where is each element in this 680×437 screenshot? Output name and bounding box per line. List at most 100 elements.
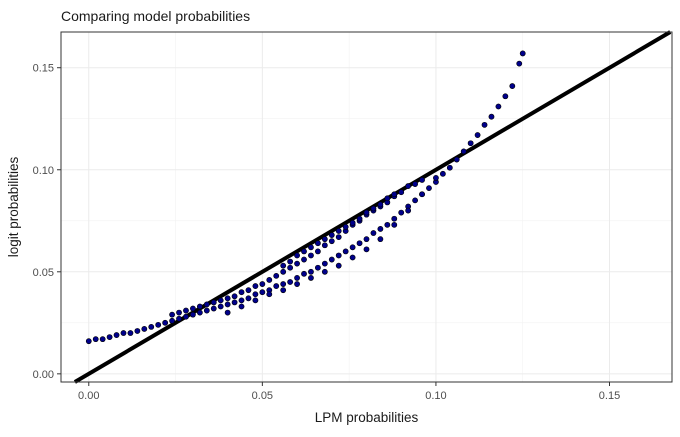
data-point: [190, 305, 196, 312]
data-point: [335, 228, 342, 234]
data-point: [294, 252, 300, 259]
data-point: [384, 195, 391, 202]
data-point: [141, 326, 148, 332]
data-point: [446, 164, 453, 171]
data-point: [238, 289, 245, 296]
data-point: [363, 209, 370, 216]
y-axis-ticks: 0.00 0.05 0.10 0.15: [33, 63, 61, 381]
data-point: [266, 277, 273, 283]
data-point: [405, 183, 412, 189]
data-point: [301, 248, 307, 255]
data-point: [335, 234, 342, 241]
data-point: [287, 264, 294, 271]
data-point: [245, 295, 252, 302]
data-point: [321, 242, 328, 249]
data-point: [377, 226, 384, 232]
data-point: [301, 270, 307, 277]
data-point: [266, 291, 273, 298]
data-point: [349, 244, 356, 251]
data-point: [106, 334, 113, 341]
data-point: [162, 319, 169, 326]
data-point: [363, 246, 370, 253]
data-point: [252, 283, 259, 289]
data-point: [308, 252, 314, 259]
data-point: [308, 244, 314, 251]
data-point: [259, 289, 266, 296]
data-point: [308, 268, 314, 275]
data-point: [356, 240, 363, 247]
data-point: [176, 315, 182, 322]
data-point: [321, 260, 328, 267]
data-point: [314, 240, 321, 247]
data-point: [502, 93, 509, 100]
data-point: [495, 103, 502, 110]
data-point: [273, 272, 280, 279]
grid: [61, 32, 672, 382]
data-point: [169, 311, 175, 318]
x-tick-label: 0.10: [425, 390, 446, 402]
y-tick-label: 0.15: [33, 63, 54, 75]
data-point: [224, 309, 231, 316]
data-point: [335, 262, 342, 269]
data-point: [301, 256, 307, 263]
data-point: [398, 189, 405, 196]
data-point: [370, 230, 377, 236]
data-point: [155, 321, 162, 328]
data-point: [252, 297, 259, 304]
data-point: [210, 305, 217, 312]
data-point: [314, 264, 321, 271]
x-axis-title: LPM probabilities: [315, 410, 419, 425]
data-point: [384, 221, 391, 228]
data-point: [287, 258, 294, 265]
data-point: [148, 323, 155, 330]
y-tick-label: 0.05: [33, 267, 54, 279]
data-point: [391, 221, 398, 228]
data-point: [433, 175, 439, 181]
data-point: [231, 299, 238, 306]
data-point: [356, 215, 363, 222]
chart-title: Comparing model probabilities: [61, 8, 250, 24]
data-point: [196, 309, 203, 316]
data-point: [405, 207, 412, 214]
data-point: [238, 297, 245, 304]
data-point: [519, 50, 526, 57]
x-tick-label: 0.00: [78, 390, 99, 402]
points-layer: [85, 50, 526, 345]
data-point: [412, 197, 419, 204]
panel-border: [60, 31, 673, 383]
data-point: [252, 291, 259, 298]
data-point: [308, 275, 314, 281]
data-point: [342, 223, 349, 230]
data-point: [419, 177, 425, 183]
data-point: [328, 256, 335, 263]
data-point: [335, 252, 342, 259]
data-point: [349, 254, 356, 261]
data-point: [377, 236, 384, 243]
data-point: [203, 301, 210, 308]
x-tick-label: 0.05: [252, 390, 273, 402]
data-point: [314, 248, 321, 255]
data-point: [294, 260, 300, 267]
data-point: [481, 121, 488, 128]
data-point: [349, 219, 356, 226]
data-point: [183, 307, 189, 314]
data-point: [467, 140, 474, 147]
data-point: [391, 215, 398, 222]
data-point: [377, 201, 384, 208]
data-point: [203, 307, 210, 314]
data-point: [321, 236, 328, 243]
data-point: [488, 113, 495, 120]
data-point: [460, 148, 467, 155]
data-point: [412, 181, 419, 187]
data-point: [127, 330, 134, 336]
data-point: [217, 297, 224, 304]
data-point: [426, 185, 432, 192]
data-point: [273, 283, 280, 289]
data-point: [238, 303, 245, 310]
data-point: [99, 336, 106, 343]
data-point: [280, 287, 287, 294]
data-point: [280, 268, 287, 275]
data-point: [328, 232, 335, 238]
